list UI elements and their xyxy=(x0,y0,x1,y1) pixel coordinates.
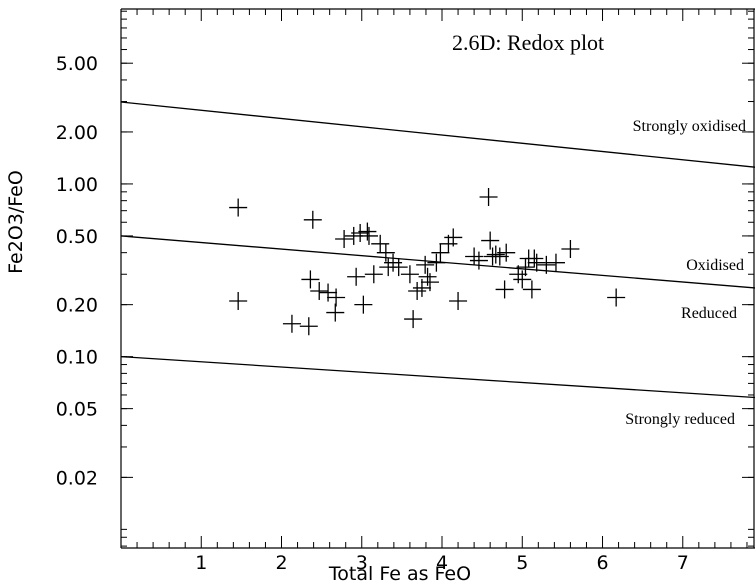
strongly-reduced-line xyxy=(120,355,755,399)
data-point xyxy=(303,210,322,229)
axes: 5.00 2.00 1.00 0.50 0.20 0.10 0.05 0.02 1 2 3 4 5 6 7 xyxy=(56,8,755,574)
reference-lines xyxy=(120,101,755,399)
data-point xyxy=(522,280,541,299)
data-point xyxy=(479,188,498,207)
data-point xyxy=(465,247,484,266)
data-point xyxy=(497,243,516,262)
data-point xyxy=(469,251,488,270)
data-point xyxy=(384,253,403,272)
data-point xyxy=(449,291,468,310)
data-point xyxy=(408,281,427,300)
data-point xyxy=(326,303,345,322)
data-point xyxy=(418,267,437,286)
data-point xyxy=(404,310,423,329)
data-point xyxy=(495,280,514,299)
data-point xyxy=(359,226,378,245)
strongly-reduced-label: Strongly reduced xyxy=(625,411,735,428)
data-point xyxy=(282,314,301,333)
data-point xyxy=(347,267,366,286)
y-tick-label: 0.10 xyxy=(56,347,98,369)
data-point xyxy=(319,283,338,302)
data-point xyxy=(354,295,373,314)
oxidised-line xyxy=(120,235,755,289)
data-point xyxy=(416,255,435,274)
x-tick-label: 6 xyxy=(596,552,608,574)
data-point xyxy=(427,253,446,272)
y-tick-label: 0.02 xyxy=(56,467,98,489)
data-point xyxy=(607,288,626,307)
data-point xyxy=(376,243,395,262)
x-axis-title: Total Fe as FeO xyxy=(328,563,471,585)
y-axis-title: Fe2O3/FeO xyxy=(5,170,27,274)
x-tick-label: 1 xyxy=(195,552,207,574)
data-point xyxy=(561,240,580,259)
data-point xyxy=(537,255,556,274)
y-tick-label: 5.00 xyxy=(56,53,98,75)
data-point xyxy=(516,258,535,277)
x-tick-label: 7 xyxy=(677,552,689,574)
x-tick-label: 3 xyxy=(356,552,368,574)
x-tick-label: 2 xyxy=(275,552,287,574)
data-point xyxy=(335,229,354,248)
x-tick-label: 5 xyxy=(516,552,528,574)
data-point xyxy=(371,234,390,253)
data-point xyxy=(481,231,500,250)
data-point xyxy=(364,265,383,284)
x-tick-label: 4 xyxy=(436,552,448,574)
data-point xyxy=(299,317,318,336)
y-tick-label: 2.00 xyxy=(56,122,98,144)
strongly-oxidised-label: Strongly oxidised xyxy=(633,118,746,135)
chart-title: 2.6D: Redox plot xyxy=(452,30,604,55)
data-point xyxy=(513,270,532,289)
data-point xyxy=(229,291,248,310)
oxidised-label: Oxidised xyxy=(686,257,744,274)
data-point xyxy=(310,281,329,300)
data-point xyxy=(509,265,528,284)
data-points xyxy=(229,188,626,336)
data-point xyxy=(301,270,320,289)
y-tick-label: 0.20 xyxy=(56,295,98,317)
data-point xyxy=(527,253,546,272)
data-point xyxy=(444,228,463,247)
data-point xyxy=(400,265,419,284)
data-point xyxy=(546,253,565,272)
data-point xyxy=(351,223,370,242)
y-tick-label: 1.00 xyxy=(56,174,98,196)
labels: 2.6D: Redox plot Total Fe as FeO Fe2O3/F… xyxy=(5,30,746,585)
reduced-label: Reduced xyxy=(681,305,737,322)
y-tick-label: 0.05 xyxy=(56,399,98,421)
data-point xyxy=(389,258,408,277)
data-point xyxy=(525,249,544,268)
data-point xyxy=(431,243,450,262)
strongly-oxidised-line xyxy=(120,101,755,168)
data-point xyxy=(327,288,346,307)
data-point xyxy=(420,273,439,292)
data-point xyxy=(358,222,377,241)
y-tick-label: 0.50 xyxy=(56,226,98,248)
data-point xyxy=(229,198,248,217)
data-point xyxy=(486,245,505,264)
